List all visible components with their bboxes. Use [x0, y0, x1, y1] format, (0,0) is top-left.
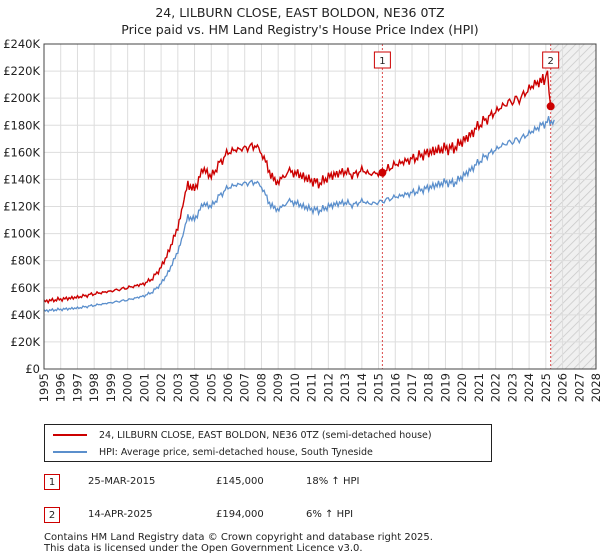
legend-label-hpi: HPI: Average price, semi-detached house,…: [99, 446, 373, 458]
legend: 24, LILBURN CLOSE, EAST BOLDON, NE36 0TZ…: [44, 424, 492, 462]
x-tick-label: 2015: [372, 373, 386, 402]
y-tick-label: £200K: [3, 91, 40, 105]
sale-point: [378, 168, 387, 177]
transaction-badge: 2: [44, 507, 60, 523]
x-tick-label: 2024: [522, 373, 536, 402]
y-tick-label: £80K: [11, 254, 41, 268]
marker-badge-label: 1: [379, 56, 385, 67]
x-tick-label: 1997: [70, 373, 84, 402]
legend-label-property: 24, LILBURN CLOSE, EAST BOLDON, NE36 0TZ…: [99, 429, 432, 441]
marker-badge: [373, 51, 391, 69]
x-tick-label: 2013: [338, 373, 352, 402]
y-tick-label: £140K: [3, 172, 40, 186]
transaction-date: 25-MAR-2015: [88, 476, 156, 487]
x-tick-label: 2016: [388, 373, 402, 402]
x-tick-label: 2028: [589, 373, 600, 402]
y-tick-label: £0: [25, 362, 40, 376]
chart-subtitle: Price paid vs. HM Land Registry's House …: [121, 22, 478, 37]
transaction-row: 1 25-MAR-2015 £145,000 18% ↑ HPI: [44, 474, 564, 492]
footer-line-1: Contains HM Land Registry data © Crown c…: [44, 532, 433, 543]
x-tick-label: 1999: [104, 373, 118, 402]
y-tick-label: £60K: [11, 281, 41, 295]
transaction-row: 2 14-APR-2025 £194,000 6% ↑ HPI: [44, 507, 564, 525]
x-tick-label: 2005: [204, 373, 218, 402]
x-tick-label: 1995: [37, 373, 51, 402]
hpi-series-line: [43, 116, 555, 313]
x-tick-label: 2020: [455, 373, 469, 402]
y-tick-label: £100K: [3, 227, 40, 241]
marker-badge: [542, 51, 560, 69]
x-tick-label: 2010: [288, 373, 302, 402]
x-tick-label: 2011: [305, 373, 319, 402]
x-tick-label: 2006: [221, 373, 235, 402]
y-tick-label: £180K: [3, 118, 40, 132]
x-tick-label: 2014: [355, 373, 369, 402]
x-tick-label: 2027: [572, 373, 586, 402]
x-tick-label: 1996: [54, 373, 68, 402]
x-tick-label: 2012: [321, 373, 335, 402]
y-tick-label: £220K: [3, 64, 40, 78]
x-tick-label: 2008: [254, 373, 268, 402]
x-tick-label: 2023: [505, 373, 519, 402]
y-tick-label: £240K: [3, 37, 40, 51]
x-tick-label: 2025: [539, 373, 553, 402]
chart-title: 24, LILBURN CLOSE, EAST BOLDON, NE36 0TZ: [155, 5, 444, 20]
transaction-hpi-diff: 18% ↑ HPI: [306, 476, 360, 487]
transaction-price: £145,000: [216, 476, 264, 487]
y-tick-label: £40K: [11, 308, 41, 322]
x-tick-label: 2003: [171, 373, 185, 402]
y-tick-label: £20K: [11, 335, 41, 349]
x-tick-label: 2000: [121, 373, 135, 402]
x-tick-label: 1998: [87, 373, 101, 402]
footer-line-2: This data is licensed under the Open Gov…: [44, 543, 363, 554]
price-chart: 24, LILBURN CLOSE, EAST BOLDON, NE36 0TZ…: [3, 5, 600, 402]
x-tick-label: 2022: [489, 373, 503, 402]
legend-swatch-property: [53, 434, 87, 436]
x-tick-label: 2017: [405, 373, 419, 402]
marker-badge-label: 2: [547, 56, 553, 67]
x-tick-label: 2026: [556, 373, 570, 402]
x-tick-label: 2002: [154, 373, 168, 402]
y-tick-label: £160K: [3, 145, 40, 159]
transaction-badge: 1: [44, 474, 60, 490]
y-tick-label: £120K: [3, 200, 40, 214]
plot-frame: [43, 43, 597, 370]
legend-item-property: 24, LILBURN CLOSE, EAST BOLDON, NE36 0TZ…: [53, 427, 432, 443]
transaction-date: 14-APR-2025: [88, 509, 153, 520]
x-tick-label: 2021: [472, 373, 486, 402]
transaction-price: £194,000: [216, 509, 264, 520]
x-tick-label: 2019: [438, 373, 452, 402]
legend-swatch-hpi: [53, 451, 87, 453]
x-tick-label: 2004: [188, 373, 202, 402]
x-tick-label: 2018: [422, 373, 436, 402]
footer-attribution: Contains HM Land Registry data © Crown c…: [44, 532, 433, 554]
property-series-line: [43, 70, 552, 305]
sale-point: [546, 102, 555, 111]
x-tick-label: 2001: [137, 373, 151, 402]
transaction-hpi-diff: 6% ↑ HPI: [306, 509, 354, 520]
legend-item-hpi: HPI: Average price, semi-detached house,…: [53, 444, 373, 460]
x-tick-label: 2009: [271, 373, 285, 402]
x-tick-label: 2007: [238, 373, 252, 402]
